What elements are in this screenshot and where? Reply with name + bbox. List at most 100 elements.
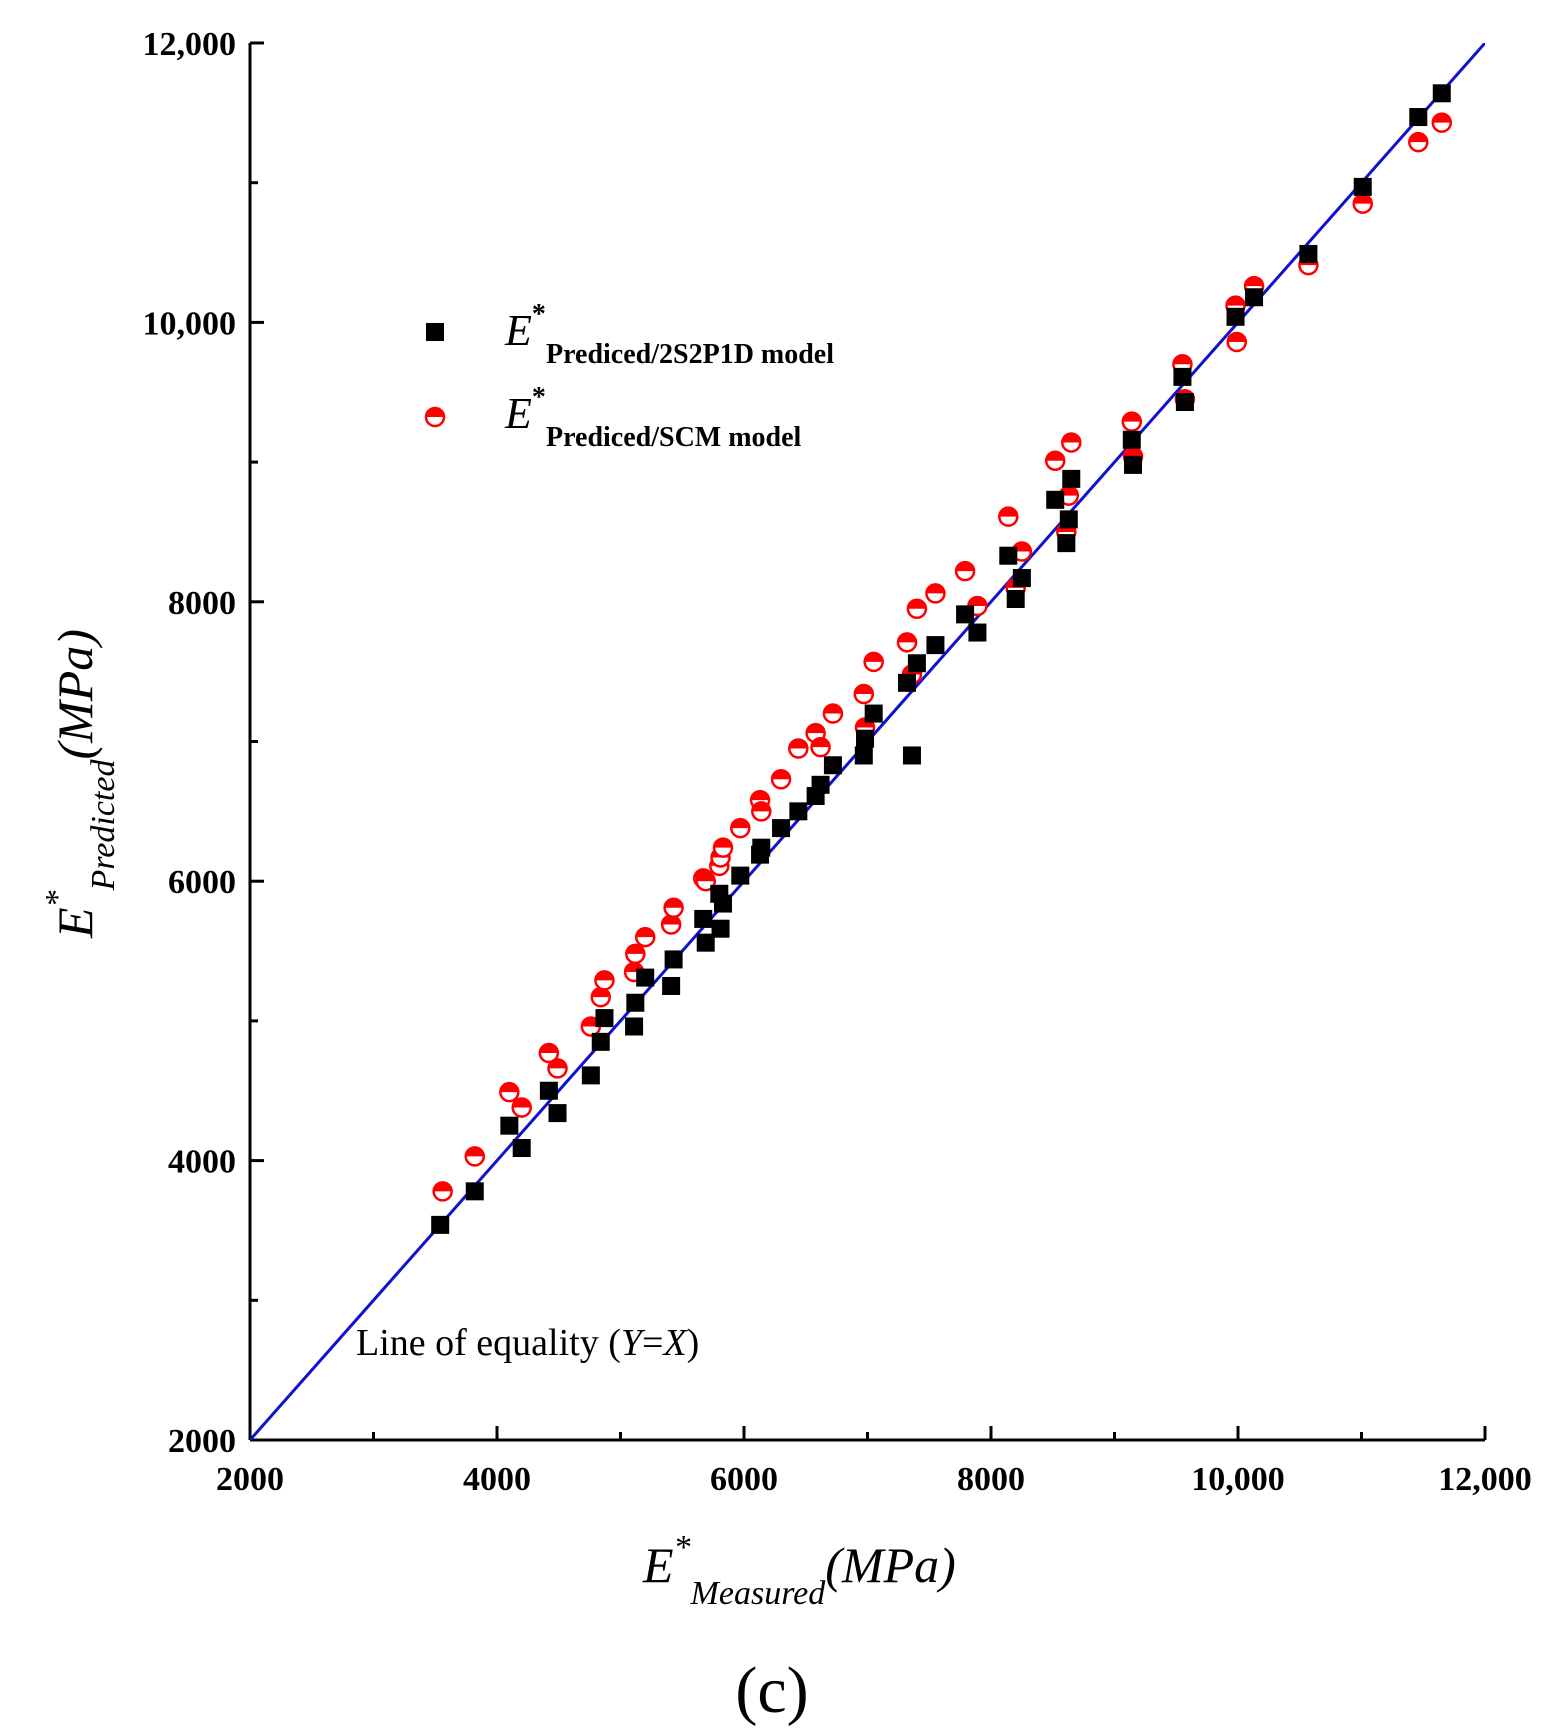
scm-point bbox=[822, 703, 844, 724]
x-axis-title: E* Measured(MPa) bbox=[642, 1529, 956, 1612]
legend-scm-sup: * bbox=[532, 382, 546, 413]
2s2p1d-point bbox=[1245, 288, 1264, 307]
2s2p1d-point bbox=[856, 729, 875, 748]
tick-labels: 2000 4000 6000 8000 10,000 12,000 2000 4000 6000… bbox=[143, 26, 1532, 1498]
x-title-unit: (MPa) bbox=[825, 1537, 956, 1593]
2s2p1d-point bbox=[811, 775, 830, 794]
y-tick-label: 8000 bbox=[168, 585, 236, 622]
y-title-sup: * bbox=[39, 890, 76, 907]
scm-point bbox=[1408, 131, 1429, 153]
2s2p1d-point bbox=[431, 1215, 450, 1234]
x-tick-label: 2000 bbox=[216, 1461, 284, 1498]
2s2p1d-point bbox=[898, 673, 917, 692]
scm-point bbox=[712, 837, 734, 858]
legend-scm-main: E bbox=[504, 389, 532, 438]
scm-point bbox=[1431, 112, 1453, 133]
y-axis-title: E* Predicted(MPa) bbox=[39, 629, 122, 939]
scm-point bbox=[547, 1058, 568, 1079]
2s2p1d-point bbox=[548, 1104, 567, 1123]
legend-2s2p1d-sup: * bbox=[532, 299, 546, 330]
legend: E*Prediced/2S2P1D model E*Prediced/SCM m… bbox=[424, 299, 834, 453]
x-title-sub: Measured bbox=[690, 1575, 827, 1612]
y-tick-label: 6000 bbox=[168, 864, 236, 901]
scm-point bbox=[660, 914, 682, 935]
scm-point bbox=[954, 560, 976, 582]
scm-point bbox=[751, 801, 772, 822]
2s2p1d-point bbox=[1124, 455, 1143, 474]
scm-point bbox=[594, 970, 615, 991]
scm-point bbox=[625, 943, 646, 965]
equality-label-suffix: ) bbox=[687, 1322, 700, 1364]
scm-point bbox=[863, 651, 884, 673]
equality-line-label: Line of equality (Y=X) bbox=[356, 1322, 699, 1364]
scm-point bbox=[1226, 331, 1248, 353]
y-title-sub: Predicted bbox=[85, 759, 122, 892]
2s2p1d-point bbox=[731, 866, 750, 885]
scm-point bbox=[810, 736, 831, 758]
scm-point bbox=[1061, 432, 1082, 453]
x-tick-label: 4000 bbox=[463, 1461, 531, 1498]
2s2p1d-point bbox=[581, 1066, 600, 1085]
2s2p1d-point bbox=[1006, 590, 1025, 609]
scm-point bbox=[896, 632, 918, 653]
x-tick-label: 8000 bbox=[957, 1461, 1025, 1498]
scm-point bbox=[925, 583, 946, 604]
2s2p1d-point bbox=[662, 976, 681, 995]
2s2p1d-point bbox=[1226, 307, 1245, 326]
2s2p1d-point bbox=[1353, 177, 1372, 196]
x-title-main: E bbox=[642, 1537, 674, 1593]
2s2p1d-point bbox=[591, 1032, 610, 1051]
2s2p1d-point bbox=[626, 993, 645, 1012]
2s2p1d-point bbox=[752, 838, 771, 857]
x-tick-label: 10,000 bbox=[1191, 1461, 1285, 1498]
2s2p1d-point bbox=[956, 605, 975, 624]
x-tick-label: 12,000 bbox=[1438, 1461, 1532, 1498]
2s2p1d-point bbox=[823, 756, 842, 775]
2s2p1d-point bbox=[1173, 367, 1192, 386]
2s2p1d-point bbox=[1062, 469, 1081, 488]
scm-point bbox=[695, 870, 716, 892]
legend-label-2s2p1d: E*Prediced/2S2P1D model bbox=[504, 299, 834, 370]
scm-point bbox=[788, 738, 809, 759]
scm-point bbox=[663, 897, 684, 918]
scm-point bbox=[580, 1016, 602, 1037]
scm-point bbox=[906, 598, 928, 620]
scm-point bbox=[1352, 193, 1373, 214]
2s2p1d-point bbox=[772, 819, 791, 838]
equality-label-prefix: Line of equality ( bbox=[356, 1322, 621, 1364]
2s2p1d-point bbox=[625, 1017, 644, 1036]
2s2p1d-point bbox=[1046, 490, 1065, 509]
scm-point bbox=[538, 1042, 560, 1064]
legend-marker-2s2p1d bbox=[426, 323, 444, 341]
scm-point bbox=[730, 817, 751, 839]
scm-point bbox=[998, 506, 1019, 527]
scm-point bbox=[1121, 411, 1143, 432]
y-tick-label: 2000 bbox=[168, 1423, 236, 1460]
legend-label-scm: E*Prediced/SCM model bbox=[504, 382, 802, 453]
data-points bbox=[431, 84, 1453, 1234]
scm-point bbox=[432, 1181, 453, 1202]
2s2p1d-point bbox=[500, 1116, 519, 1135]
x-title-sup: * bbox=[674, 1529, 691, 1566]
axis-ticks bbox=[248, 41, 1487, 1442]
2s2p1d-point bbox=[696, 933, 715, 952]
scm-point bbox=[805, 722, 826, 744]
legend-2s2p1d-sub: Prediced/2S2P1D model bbox=[546, 339, 834, 370]
2s2p1d-point bbox=[1059, 510, 1078, 529]
2s2p1d-point bbox=[999, 546, 1018, 565]
2s2p1d-point bbox=[1299, 244, 1318, 263]
scm-point bbox=[499, 1081, 520, 1103]
panel-label: (c) bbox=[735, 1654, 808, 1727]
2s2p1d-point bbox=[926, 636, 945, 655]
2s2p1d-point bbox=[714, 894, 733, 913]
2s2p1d-point bbox=[854, 746, 873, 765]
x-tick-label: 6000 bbox=[710, 1461, 778, 1498]
scm-point bbox=[853, 683, 875, 705]
2s2p1d-point bbox=[711, 919, 730, 938]
y-title-unit: (MPa) bbox=[47, 629, 103, 760]
2s2p1d-point bbox=[1012, 569, 1031, 588]
legend-scm-sub: Prediced/SCM model bbox=[546, 422, 802, 453]
y-tick-label: 12,000 bbox=[143, 26, 237, 63]
scm-point bbox=[967, 595, 988, 617]
